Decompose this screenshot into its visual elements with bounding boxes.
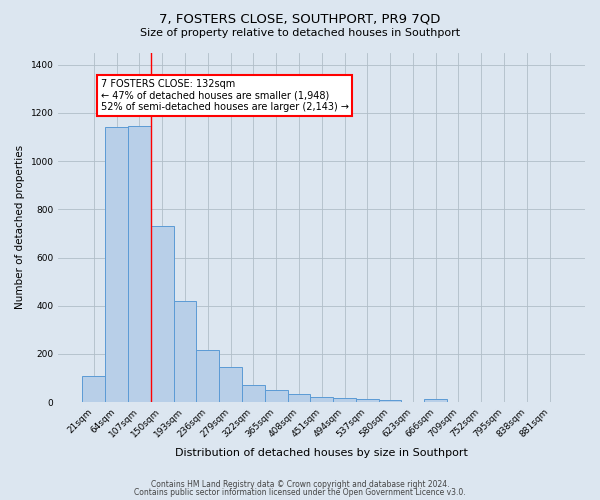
Text: Contains HM Land Registry data © Crown copyright and database right 2024.: Contains HM Land Registry data © Crown c…	[151, 480, 449, 489]
Bar	[287, 394, 310, 402]
X-axis label: Distribution of detached houses by size in Southport: Distribution of detached houses by size …	[175, 448, 468, 458]
Bar	[196, 350, 219, 402]
Text: Contains public sector information licensed under the Open Government Licence v3: Contains public sector information licen…	[134, 488, 466, 497]
Bar	[128, 126, 151, 402]
Bar	[356, 399, 379, 402]
Bar	[82, 376, 105, 402]
Text: Size of property relative to detached houses in Southport: Size of property relative to detached ho…	[140, 28, 460, 38]
Bar	[105, 128, 128, 402]
Bar	[265, 390, 287, 402]
Y-axis label: Number of detached properties: Number of detached properties	[15, 146, 25, 310]
Bar	[310, 397, 333, 402]
Text: 7 FOSTERS CLOSE: 132sqm
← 47% of detached houses are smaller (1,948)
52% of semi: 7 FOSTERS CLOSE: 132sqm ← 47% of detache…	[101, 79, 349, 112]
Bar	[173, 301, 196, 402]
Bar	[151, 226, 173, 402]
Bar	[242, 385, 265, 402]
Text: 7, FOSTERS CLOSE, SOUTHPORT, PR9 7QD: 7, FOSTERS CLOSE, SOUTHPORT, PR9 7QD	[160, 12, 440, 26]
Bar	[333, 398, 356, 402]
Bar	[219, 366, 242, 402]
Bar	[424, 400, 447, 402]
Bar	[379, 400, 401, 402]
